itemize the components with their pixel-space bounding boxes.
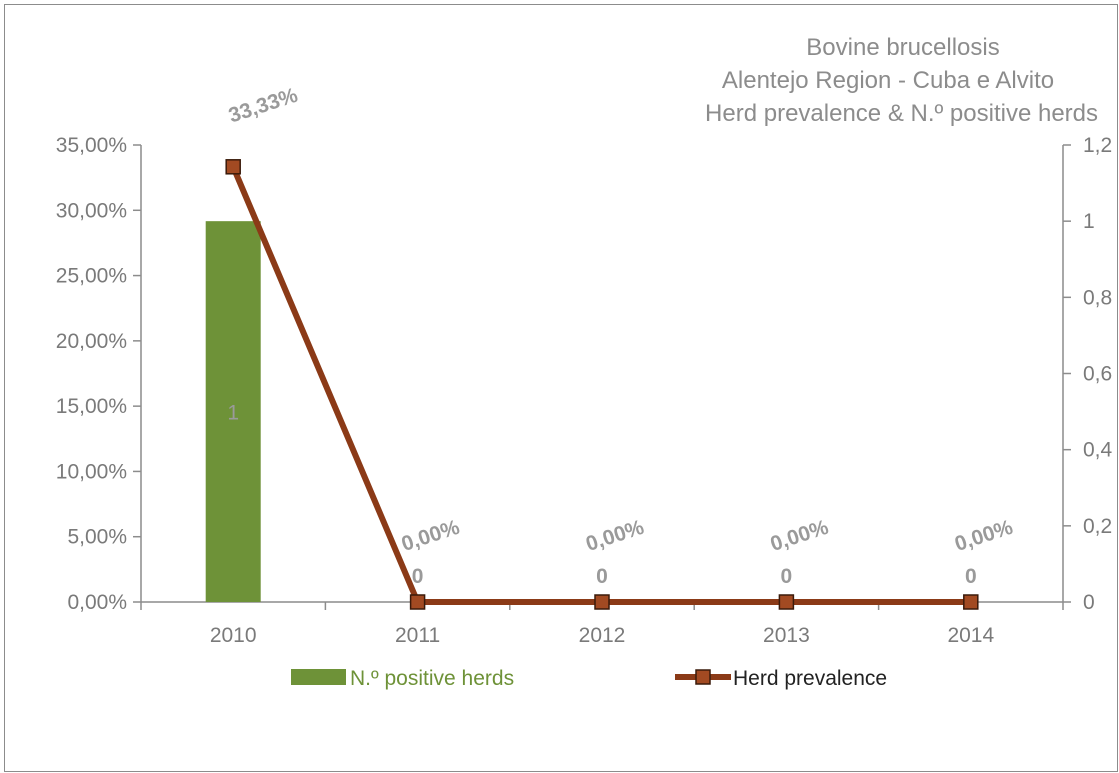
line-marker [778, 594, 795, 610]
chart-title-line: Herd prevalence & N.º positive herds [705, 100, 1098, 127]
line-marker [594, 594, 610, 610]
left-axis-tick-label: 15,00% [56, 395, 127, 418]
chart-title-line: Alentejo Region - Cuba e Alvito [722, 67, 1054, 94]
right-axis-tick-label: 0,2 [1083, 515, 1112, 538]
legend-swatch-positive-herds [291, 669, 346, 685]
x-axis-tick-label: 2010 [210, 624, 257, 647]
right-axis-tick-label: 1,2 [1083, 134, 1112, 157]
left-axis-tick-label: 25,00% [56, 265, 127, 288]
legend-label-herd-prevalence: Herd prevalence [733, 667, 887, 690]
line-data-label: 0,00% [952, 516, 1016, 556]
line-marker [225, 159, 241, 175]
right-axis-tick-label: 1 [1083, 210, 1095, 233]
line-marker [963, 594, 979, 610]
legend-label-positive-herds: N.º positive herds [350, 667, 514, 690]
left-axis-tick-label: 10,00% [56, 460, 127, 483]
left-axis-tick-label: 0,00% [67, 591, 127, 614]
bar-data-label: 0 [596, 565, 608, 588]
bar-data-label: 0 [781, 565, 793, 588]
bar-data-label: 1 [227, 402, 239, 425]
x-axis-tick-label: 2012 [579, 624, 626, 647]
line-data-label: 0,00% [583, 516, 647, 556]
line-data-label: 0,00% [399, 516, 463, 556]
right-axis-tick-label: 0,8 [1083, 286, 1112, 309]
bar-data-label: 0 [412, 565, 424, 588]
line-marker [409, 594, 426, 610]
x-axis-tick-label: 2014 [947, 624, 994, 647]
line-data-label: 33,33% [226, 84, 301, 128]
x-axis-tick-label: 2013 [763, 624, 810, 647]
bar-data-label: 0 [965, 565, 977, 588]
x-axis-tick-label: 2011 [395, 624, 440, 647]
right-axis-tick-label: 0 [1083, 591, 1095, 614]
combo-chart: Bovine brucellosis Alentejo Region - Cuba… [56, 34, 1113, 690]
chart-frame: Bovine brucellosis Alentejo Region - Cuba… [4, 4, 1118, 772]
left-axis-tick-label: 20,00% [56, 330, 127, 353]
left-axis-tick-label: 30,00% [56, 199, 127, 222]
bar [205, 221, 261, 602]
line-data-label: 0,00% [768, 516, 832, 556]
right-axis-tick-label: 0,6 [1083, 363, 1112, 386]
left-axis-tick-label: 35,00% [56, 134, 127, 157]
left-axis-tick-label: 5,00% [67, 526, 127, 549]
chart-title-line: Bovine brucellosis [806, 34, 999, 61]
right-axis-tick-label: 0,4 [1083, 439, 1113, 462]
legend-marker-herd-prevalence [695, 669, 711, 685]
